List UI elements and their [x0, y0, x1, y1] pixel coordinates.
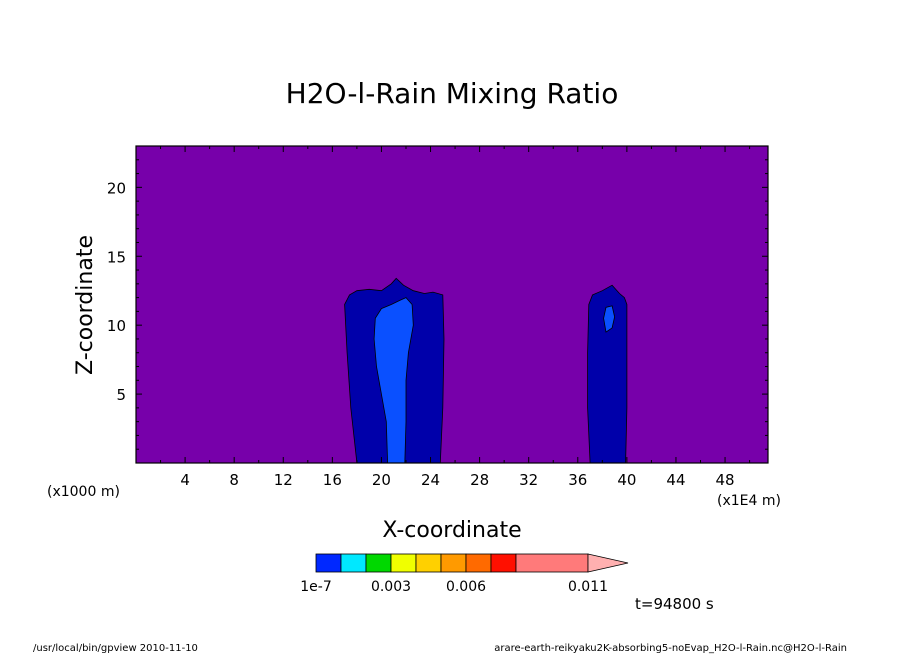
- cell-1-inner: [373, 297, 414, 464]
- y-axis-unit: (x1000 m): [47, 484, 120, 500]
- y-tick-label: 10: [107, 317, 126, 335]
- y-tick-label: 20: [107, 179, 126, 197]
- x-tick-label: 28: [470, 471, 489, 489]
- footer-right: arare-earth-reikyaku2K-absorbing5-noEvap…: [494, 643, 847, 654]
- colorbar-segment: [490, 553, 517, 573]
- footer-left: /usr/local/bin/gpview 2010-11-10: [33, 643, 198, 654]
- colorbar-segment: [465, 553, 492, 573]
- rain-cells: [344, 277, 628, 464]
- colorbar-segment: [390, 553, 417, 573]
- x-tick-label: 4: [180, 471, 190, 489]
- x-tick-label: 20: [372, 471, 391, 489]
- x-tick-label: 48: [716, 471, 735, 489]
- colorbar-arrow: [587, 553, 629, 573]
- x-tick-label: 36: [568, 471, 587, 489]
- colorbar-tick-label: 0.011: [568, 579, 608, 595]
- colorbar-segment: [515, 553, 589, 573]
- x-tick-label: 32: [519, 471, 538, 489]
- x-tick-label: 40: [617, 471, 636, 489]
- chart-title: H2O-l-Rain Mixing Ratio: [286, 77, 619, 110]
- x-axis-ticks: 4 8 12 16 20 24 28 32 36 40 44 48: [160, 146, 751, 489]
- x-tick-label: 24: [421, 471, 440, 489]
- y-tick-label: 15: [107, 248, 126, 266]
- x-tick-label: 12: [274, 471, 293, 489]
- colorbar: [315, 553, 629, 573]
- plot-background: [136, 146, 768, 463]
- x-axis-label: X-coordinate: [382, 518, 521, 543]
- x-tick-label: 8: [229, 471, 239, 489]
- cell-2-outer: [587, 284, 628, 464]
- y-tick-label: 5: [116, 386, 126, 404]
- colorbar-segment: [365, 553, 392, 573]
- plot-frame: [135, 145, 769, 464]
- y-axis-label: Z-coordinate: [73, 235, 98, 375]
- x-tick-label: 16: [323, 471, 342, 489]
- colorbar-tick-label: 0.006: [446, 579, 486, 595]
- colorbar-ticks: 1e-7 0.003 0.006 0.011: [300, 579, 608, 595]
- colorbar-segment: [415, 553, 442, 573]
- colorbar-tick-label: 0.003: [371, 579, 411, 595]
- y-axis-ticks: 5 10 15 20: [107, 159, 768, 450]
- x-tick-label: 44: [666, 471, 685, 489]
- colorbar-tick-label: 1e-7: [300, 579, 331, 595]
- cell-2-inner: [603, 305, 616, 333]
- time-label: t=94800 s: [635, 595, 714, 613]
- colorbar-segment: [315, 553, 342, 573]
- colorbar-segment: [440, 553, 467, 573]
- colorbar-segment: [340, 553, 367, 573]
- x-axis-unit: (x1E4 m): [717, 493, 781, 509]
